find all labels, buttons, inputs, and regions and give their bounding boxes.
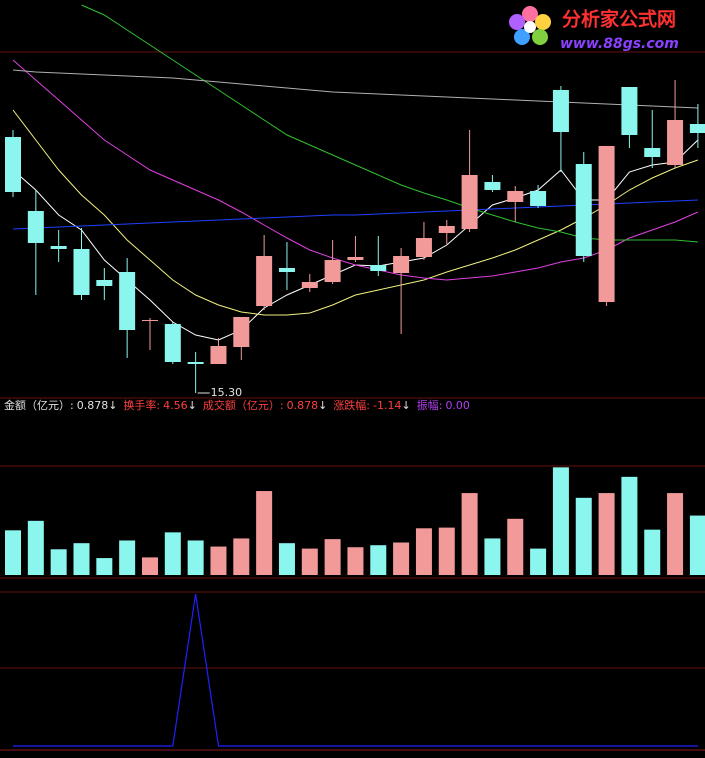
indicator-value: 0.00 [445, 399, 470, 412]
candle-body [73, 249, 90, 295]
candle-body [552, 90, 569, 132]
candle-body [393, 256, 410, 273]
candle-body [164, 324, 181, 362]
candle-body [96, 280, 113, 286]
indicator-trend: ↓ [108, 399, 117, 412]
moving-average-line [81, 4, 698, 243]
indicator-trend: ↓ [188, 399, 197, 412]
candle-body [621, 87, 638, 135]
volume-bar [552, 467, 569, 575]
candle-body [256, 256, 273, 306]
volume-bar [507, 518, 524, 575]
volume-bar [50, 549, 67, 575]
volume-bar [324, 539, 341, 575]
candle-body [644, 148, 661, 157]
volume-bar [278, 543, 295, 575]
indicator-trend: ↓ [318, 399, 327, 412]
volume-bar [393, 542, 410, 575]
candle-body [233, 317, 250, 347]
candle-body [598, 146, 615, 302]
low-marker-label: 15.30 [211, 386, 243, 399]
candle-body [27, 211, 44, 243]
volume-bar [301, 548, 318, 575]
candle-body [484, 182, 501, 190]
candle-body [119, 272, 136, 330]
volume-bar [347, 547, 364, 575]
volume-bar [256, 491, 273, 575]
indicator-label: 金额（亿元）: [4, 398, 74, 412]
volume-bar [27, 520, 44, 575]
volume-bar [141, 557, 158, 575]
volume-bar [530, 548, 547, 575]
candle-body [50, 246, 67, 249]
volume-bar [370, 545, 387, 575]
candle-body [301, 282, 318, 288]
moving-average-line [12, 69, 698, 109]
volume-bar [415, 528, 432, 575]
volume-bar [187, 540, 204, 575]
candle-body [530, 191, 547, 206]
indicator-label: 换手率: [123, 398, 160, 412]
volume-bar [644, 529, 661, 575]
volume-bar [73, 543, 90, 575]
indicator-value: -1.14 [373, 399, 401, 412]
candle-body [141, 320, 158, 321]
volume-bar [210, 546, 227, 575]
candle-body [438, 226, 455, 233]
indicator-header: 金额（亿元）: 0.878↓ 换手率: 4.56↓ 成交额（亿元）: 0.878↓ 涨跌幅:… [4, 398, 470, 412]
volume-bar [484, 538, 501, 575]
volume-bar [667, 493, 684, 575]
candle-body [461, 175, 478, 229]
logo-icon [509, 6, 551, 45]
watermark-url: www.88gs.com [560, 36, 679, 52]
volume-bar [164, 532, 181, 575]
candle-body [667, 120, 684, 165]
volume-bar [233, 538, 250, 575]
volume-bar [5, 530, 21, 575]
candle-body [689, 124, 705, 133]
candle-body [507, 191, 524, 202]
volume-bar [119, 540, 136, 575]
candle-body [324, 260, 341, 282]
watermark-title: 分析家公式网 [562, 8, 676, 31]
volume-bar [438, 527, 455, 575]
indicator-value: 0.878 [287, 399, 319, 412]
indicator-trend: ↓ [402, 399, 411, 412]
indicator-label: 振幅: [417, 398, 443, 412]
indicator-line [13, 593, 698, 747]
candle-body [415, 238, 432, 257]
candle-body [278, 268, 295, 272]
candle-body [347, 257, 364, 260]
indicator-value: 4.56 [163, 399, 188, 412]
candle-body [575, 164, 592, 256]
volume-bar [689, 515, 705, 575]
volume-bar [621, 476, 638, 575]
volume-bar [461, 493, 478, 575]
indicator-label: 成交额（亿元）: [203, 398, 284, 412]
volume-bar [575, 497, 592, 575]
candle-body [187, 362, 204, 364]
volume-bar [598, 493, 615, 575]
volume-bar [96, 558, 113, 575]
indicator-label: 涨跌幅: [333, 398, 370, 412]
candle-body [5, 137, 21, 192]
candle-body [210, 346, 227, 364]
indicator-value: 0.878 [77, 399, 109, 412]
candle-body [370, 265, 387, 271]
